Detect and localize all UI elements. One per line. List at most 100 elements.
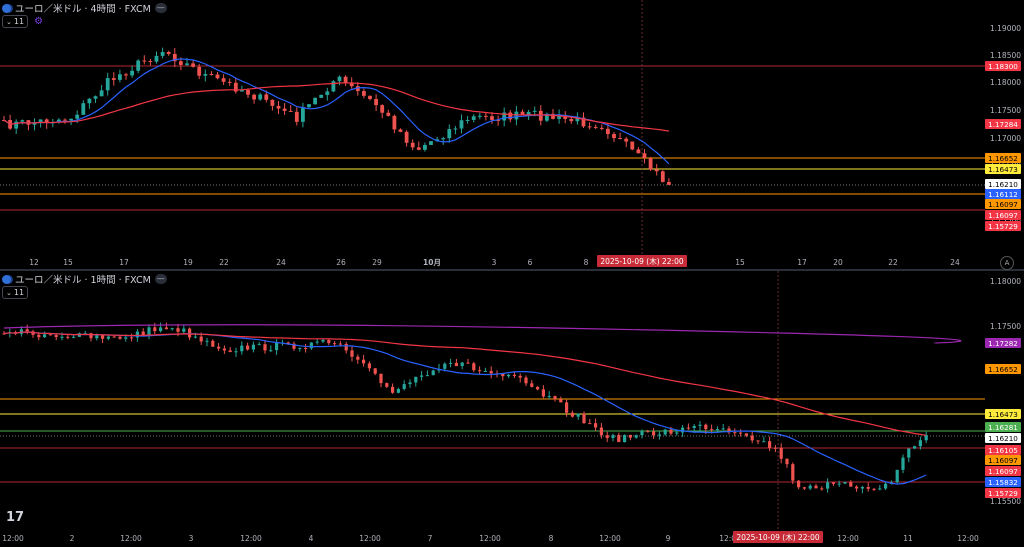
price-axis-tick: 1.17000 (990, 134, 1021, 143)
candle-body (551, 113, 555, 119)
price-tag (985, 364, 1021, 374)
candle-body (288, 110, 293, 112)
candle-body (37, 334, 41, 338)
tradingview-logo[interactable]: 17 (6, 510, 25, 525)
price-axis-tick: 1.18500 (990, 51, 1021, 60)
price-tag-value: 1.16473 (988, 410, 1018, 419)
price-tag (985, 189, 1021, 199)
candle-body (508, 112, 513, 120)
candle-body (739, 432, 743, 434)
price-tag-value: 1.16210 (988, 434, 1018, 443)
candle-body (431, 370, 435, 376)
price-tag-value: 1.16105 (988, 446, 1018, 455)
candle-body (14, 121, 19, 129)
price-tag-value: 1.16652 (988, 365, 1018, 374)
time-axis-tick: 22 (888, 258, 898, 267)
candle-body (855, 486, 859, 489)
candle-body (532, 110, 537, 112)
symbol-legend[interactable]: ユーロ／米ドル · 1時間 · FXCM — (2, 272, 167, 286)
candle-body (872, 488, 876, 490)
candle-body (386, 112, 391, 116)
pane-divider[interactable] (0, 269, 1024, 271)
indicator-toggle-row: ⌄ 11 ⚙ (2, 15, 43, 28)
price-tag (985, 221, 1021, 231)
chevron-down-icon: ⌄ (6, 289, 12, 297)
candle-body (628, 434, 632, 438)
price-tag (985, 210, 1021, 220)
candle-body (808, 485, 812, 489)
candle-body (367, 363, 371, 369)
candle-body (331, 81, 336, 92)
price-tag-value: 1.15729 (988, 489, 1018, 498)
candle-body (466, 362, 470, 364)
time-axis-tick: 12:00 (2, 534, 24, 543)
candle-body (618, 138, 622, 140)
chart-panel-4h[interactable]: ユーロ／米ドル · 4時間 · FXCM — ⌄ 11 ⚙ 1.19000 1.18… (0, 0, 1024, 270)
time-axis-tick: 12:00 (359, 534, 381, 543)
candle-body (587, 126, 592, 128)
candle-body (147, 327, 151, 336)
price-chart-1h[interactable]: 1.180001.175001.170001.165001.160001.155… (0, 271, 1024, 547)
candle-body (918, 440, 922, 447)
candle-body (154, 55, 159, 62)
price-axis-tick: 1.17500 (990, 106, 1021, 115)
candle-body (251, 344, 255, 350)
candle-body (221, 78, 226, 82)
candle-body (502, 112, 507, 121)
candle-body (185, 63, 189, 65)
price-chart-4h[interactable]: 1.190001.185001.180001.175001.170001.165… (0, 0, 1024, 269)
candle-body (118, 74, 122, 80)
time-axis-tick: 12:00 (719, 534, 741, 543)
candle-body (315, 341, 319, 343)
candle-body (87, 98, 92, 104)
candle-body (391, 386, 395, 393)
candle-body (518, 375, 522, 378)
candle-body (429, 141, 433, 145)
candle-body (398, 129, 403, 132)
candle-body (526, 111, 531, 115)
candle-body (344, 343, 348, 351)
moving-average-fast-line (3, 58, 670, 165)
candle-body (575, 117, 580, 122)
legend-menu-button[interactable]: — (154, 274, 167, 284)
auto-scale-button[interactable]: A (1000, 256, 1014, 270)
candle-body (698, 424, 702, 426)
indicator-count-button[interactable]: ⌄ 11 (2, 15, 29, 28)
candle-body (298, 347, 302, 349)
candle-body (669, 429, 673, 434)
candle-body (425, 375, 429, 377)
moving-average-long-line (3, 324, 962, 344)
candle-body (581, 117, 586, 127)
chart-panel-1h[interactable]: ユーロ／米ドル · 1時間 · FXCM — ⌄ 11 1.18000 1.1750… (0, 271, 1024, 547)
indicator-count-button[interactable]: ⌄ 11 (2, 286, 29, 299)
candle-body (611, 435, 615, 438)
candle-body (524, 377, 528, 384)
candle-body (507, 374, 511, 377)
candle-body (593, 126, 598, 128)
candle-body (176, 328, 180, 332)
candle-body (234, 351, 238, 353)
crosshair-time-text: 2025-10-09 (木) 22:00 (736, 532, 820, 542)
settings-gear-icon[interactable]: ⚙ (34, 15, 44, 27)
candle-body (692, 425, 696, 428)
price-tag (985, 179, 1021, 189)
candle-body (404, 131, 409, 143)
candle-body (483, 370, 487, 372)
candle-body (657, 434, 661, 436)
candle-body (612, 134, 616, 139)
candle-body (215, 74, 220, 79)
candle-body (652, 431, 656, 436)
candle-body (472, 363, 476, 371)
candle-body (901, 457, 905, 470)
symbol-title[interactable]: ユーロ／米ドル · 4時間 · FXCM (15, 4, 151, 15)
candle-body (642, 153, 647, 158)
candle-body (605, 435, 609, 438)
candle-body (396, 388, 400, 393)
candle-body (203, 74, 208, 76)
candle-body (83, 333, 87, 335)
candle-body (454, 362, 458, 367)
symbol-title[interactable]: ユーロ／米ドル · 1時間 · FXCM (15, 275, 151, 286)
candle-body (275, 342, 279, 351)
legend-menu-button[interactable]: — (154, 3, 167, 13)
symbol-legend[interactable]: ユーロ／米ドル · 4時間 · FXCM — (2, 1, 167, 15)
